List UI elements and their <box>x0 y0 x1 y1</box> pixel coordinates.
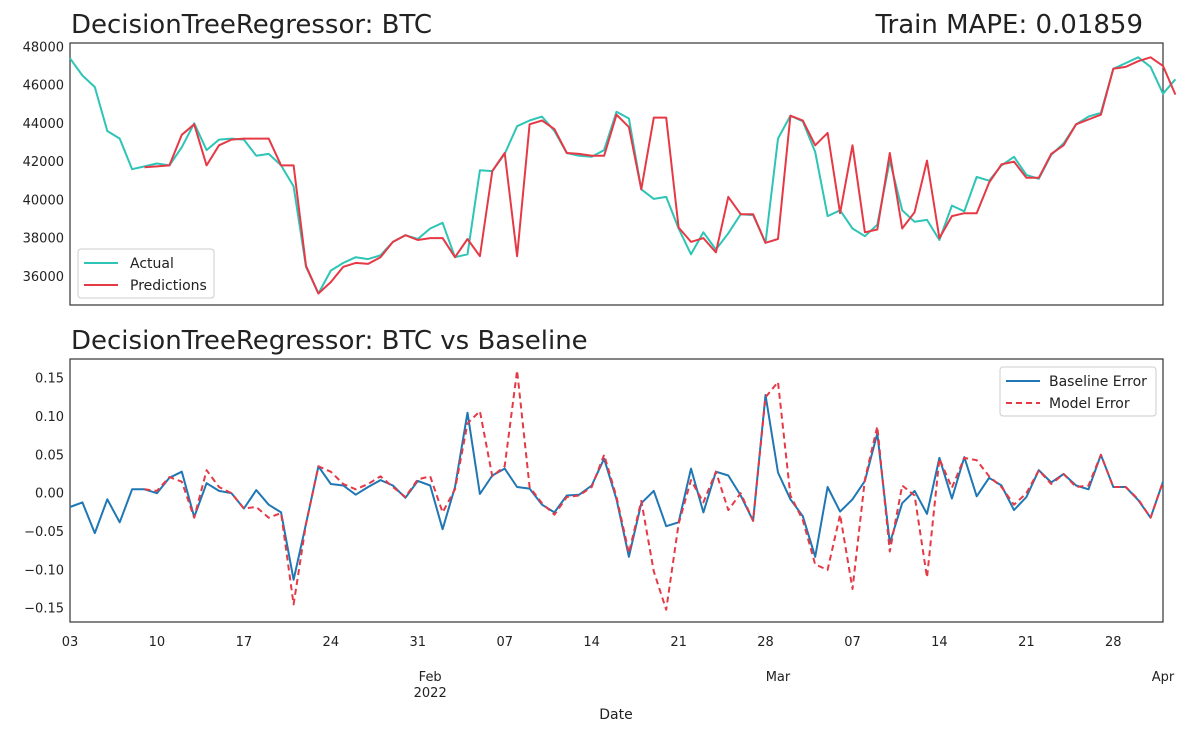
y-tick-label: 42000 <box>23 155 64 170</box>
bottom-y-axis: −0.15 −0.10 −0.05 0.00 0.05 0.10 0.15 <box>24 372 64 617</box>
series-line-predictions <box>144 56 1177 295</box>
y-tick-label: 0.00 <box>35 487 64 502</box>
legend-actual-label: Actual <box>130 256 174 272</box>
x-tick-label: 21 <box>670 635 687 650</box>
legend-model-label: Model Error <box>1049 396 1130 412</box>
y-tick-label: 38000 <box>23 232 64 247</box>
x-tick-label: 14 <box>583 635 600 650</box>
top-chart: DecisionTreeRegressor: BTC Train MAPE: 0… <box>23 10 1177 306</box>
top-y-axis: 36000 38000 40000 42000 44000 46000 48000 <box>23 40 64 284</box>
y-tick-label: 0.05 <box>35 448 64 463</box>
bottom-series <box>69 369 1164 611</box>
top-chart-title: DecisionTreeRegressor: BTC <box>71 10 432 40</box>
y-tick-label: −0.10 <box>24 563 64 578</box>
x-month-label: 2022 <box>414 686 447 701</box>
bottom-chart-title: DecisionTreeRegressor: BTC vs Baseline <box>71 326 588 356</box>
x-tick-label: 14 <box>931 635 948 650</box>
x-month-label: Mar <box>766 670 791 685</box>
x-tick-label: 03 <box>62 635 79 650</box>
x-month-label: Feb <box>419 670 442 685</box>
y-tick-label: 36000 <box>23 270 64 285</box>
series-line-actual <box>69 56 1177 295</box>
y-tick-label: −0.05 <box>24 525 64 540</box>
x-tick-label: 31 <box>409 635 426 650</box>
bottom-legend: Baseline Error Model Error <box>999 366 1157 417</box>
top-legend: Actual Predictions <box>77 248 215 299</box>
y-tick-label: 48000 <box>23 40 64 55</box>
legend-baseline-label: Baseline Error <box>1049 374 1147 390</box>
x-tick-label: 10 <box>149 635 166 650</box>
y-tick-label: 44000 <box>23 117 64 132</box>
x-month-label: Apr <box>1152 670 1175 685</box>
y-tick-label: −0.15 <box>24 602 64 617</box>
x-tick-label: 28 <box>1105 635 1122 650</box>
series-line-baseline-error <box>69 394 1164 581</box>
x-tick-label: 24 <box>323 635 340 650</box>
x-axis-label: Date <box>599 707 632 723</box>
series-line-model-error <box>144 369 1164 611</box>
x-tick-label: 28 <box>757 635 774 650</box>
y-tick-label: 46000 <box>23 79 64 94</box>
bottom-plot-frame <box>69 358 1164 623</box>
x-tick-label: 17 <box>236 635 253 650</box>
y-tick-label: 40000 <box>23 193 64 208</box>
x-tick-label: 07 <box>844 635 861 650</box>
bottom-chart: DecisionTreeRegressor: BTC vs Baseline −… <box>24 326 1175 723</box>
top-chart-mape-label: Train MAPE: 0.01859 <box>874 10 1143 40</box>
top-plot-frame <box>69 42 1164 306</box>
legend-predictions-label: Predictions <box>130 278 207 294</box>
y-tick-label: 0.15 <box>35 372 64 387</box>
y-tick-label: 0.10 <box>35 410 64 425</box>
x-tick-label: 21 <box>1018 635 1035 650</box>
x-tick-label: 07 <box>496 635 513 650</box>
top-series <box>69 56 1177 295</box>
